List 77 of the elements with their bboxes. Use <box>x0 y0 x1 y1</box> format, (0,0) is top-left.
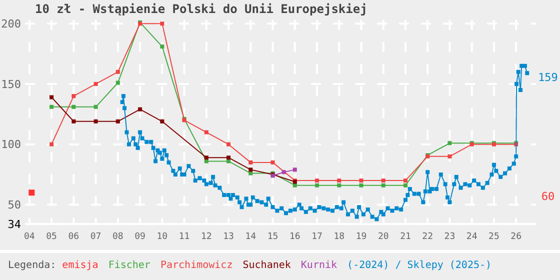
x-tick-label: 09 <box>134 232 146 242</box>
point <box>248 160 253 164</box>
y-tick-label: 100 <box>1 138 21 152</box>
x-tick-label: 25 <box>488 232 500 242</box>
point <box>116 119 120 124</box>
y-tick-label: 34 <box>8 218 22 231</box>
point <box>138 107 142 112</box>
point <box>403 183 408 188</box>
chart-title: 10 zł - Wstąpienie Polski do Unii Europejskiej <box>35 2 368 16</box>
point <box>50 95 54 100</box>
point <box>160 44 164 49</box>
x-tick-label: 16 <box>289 232 300 242</box>
x-tick-label: 15 <box>267 232 278 242</box>
x-tick-label: 22 <box>422 232 434 242</box>
point <box>292 168 297 172</box>
x-tick-label: 12 <box>200 232 212 242</box>
text: emisja <box>62 260 98 271</box>
x-tick-label: 08 <box>112 232 124 242</box>
x-tick-label: 18 <box>334 232 345 242</box>
y-tick-label: 50 <box>8 198 21 212</box>
point <box>50 142 54 146</box>
point <box>337 178 342 183</box>
x-tick-label: 17 <box>312 232 322 242</box>
point <box>204 156 208 160</box>
point <box>403 178 408 183</box>
point <box>50 104 54 109</box>
point <box>315 178 319 183</box>
point <box>160 22 164 26</box>
point <box>359 178 364 183</box>
point <box>116 80 120 85</box>
y-tick-label: 200 <box>1 17 21 30</box>
point <box>94 104 98 109</box>
x-tick-label: 21 <box>400 232 411 242</box>
point <box>204 130 208 134</box>
text: Fischer <box>108 260 150 271</box>
x-tick-label: 05 <box>46 232 57 242</box>
text: (-2024) / Sklepy (2025-) <box>347 260 492 271</box>
point <box>72 104 76 109</box>
point <box>448 154 452 158</box>
point <box>381 178 386 183</box>
x-tick-label: 04 <box>24 232 35 242</box>
x-tick-label: 13 <box>223 232 234 242</box>
point <box>226 156 231 160</box>
text: 159 <box>538 70 558 84</box>
x-tick-label: 14 <box>245 232 256 242</box>
x-tick-label: 23 <box>444 232 456 242</box>
point <box>270 160 275 164</box>
x-tick-label: 10 <box>156 232 168 242</box>
point <box>248 168 253 172</box>
x-tick-label: 26 <box>510 232 522 242</box>
point <box>248 171 253 176</box>
text: 60 <box>541 190 555 203</box>
text: Parchimowicz <box>160 260 233 271</box>
x-tick-label: 07 <box>90 232 102 242</box>
point <box>94 119 98 124</box>
point <box>448 141 452 146</box>
y-tick-label: 150 <box>1 78 21 91</box>
x-tick-label: 11 <box>178 232 190 242</box>
x-tick-label: 06 <box>68 232 80 242</box>
point <box>337 183 342 188</box>
x-tick-label: 20 <box>378 232 389 242</box>
point <box>94 82 98 86</box>
text: Suchanek <box>242 260 291 271</box>
x-tick-label: 19 <box>356 232 367 242</box>
point <box>315 183 319 188</box>
point <box>226 142 231 146</box>
point <box>72 94 76 98</box>
point <box>116 70 120 74</box>
point <box>359 183 364 188</box>
point <box>28 190 35 196</box>
point <box>72 119 76 124</box>
point <box>282 170 286 174</box>
point <box>160 119 164 124</box>
point <box>381 183 386 188</box>
legend-title: Legenda: <box>8 260 56 271</box>
x-tick-label: 24 <box>466 232 478 242</box>
text: Kurnik <box>300 260 338 271</box>
